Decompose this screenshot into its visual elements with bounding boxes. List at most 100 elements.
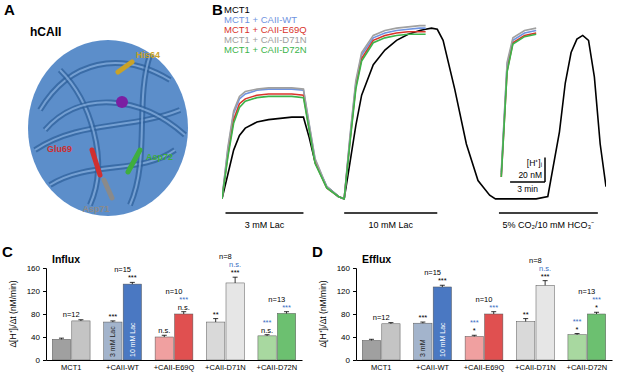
scale-bar-label: [H⁺]ᵢ bbox=[527, 158, 542, 168]
y-tick: 40 bbox=[31, 333, 46, 342]
panel-letter: D bbox=[312, 243, 323, 260]
x-tick: +CAII-E69Q bbox=[154, 360, 195, 372]
significance-label: n.s. bbox=[158, 326, 170, 335]
y-tick-mark bbox=[43, 291, 46, 292]
x-tick: +CAII-D72N bbox=[566, 360, 607, 372]
series-label: 10 mM Lac bbox=[129, 322, 136, 357]
bar bbox=[258, 336, 276, 360]
x-tick: MCT1 bbox=[371, 360, 391, 372]
y-tick-label: 80 bbox=[31, 310, 40, 319]
stimulus-label: 5% CO₂/10 mM HCO₃⁻ bbox=[503, 220, 595, 230]
protein-ribbon-highlight bbox=[60, 70, 98, 205]
y-tick-mark bbox=[43, 337, 46, 338]
annotations: ***3 mM Lacn.s.**n.s.******10 mM Lacn.s.… bbox=[63, 252, 291, 357]
residue-label: Asp72 bbox=[146, 152, 173, 162]
panel-letter: B bbox=[212, 1, 223, 18]
panel-d: DEffluxΔ[H⁺]ᵢ/Δt (nM/min)04080120160MCT1… bbox=[312, 243, 613, 372]
protein-ribbon bbox=[50, 150, 175, 185]
y-tick: 40 bbox=[341, 333, 356, 342]
stimulus-label: 10 mM Lac bbox=[368, 220, 413, 230]
n-label: n=12 bbox=[373, 313, 390, 322]
y-axis-line bbox=[43, 269, 47, 361]
y-tick: 80 bbox=[31, 310, 46, 319]
residue-stick bbox=[104, 180, 112, 198]
significance-label: *** bbox=[573, 317, 582, 326]
significance-label: ** bbox=[523, 310, 529, 319]
error-cap bbox=[369, 339, 374, 340]
trace bbox=[222, 34, 536, 199]
y-tick-mark bbox=[43, 360, 46, 361]
bar bbox=[207, 322, 225, 360]
significance-label: *** bbox=[179, 295, 188, 304]
x-axis: MCT1+CAII-WT+CAII-E69Q+CAII-D71N+CAII-D7… bbox=[47, 360, 303, 372]
y-tick-label: 160 bbox=[27, 264, 41, 273]
protein-ribbon-highlight bbox=[45, 102, 185, 135]
y-axis-title: Δ[H⁺]ᵢ/Δt (nM/min) bbox=[8, 280, 18, 347]
n-label: n=10 bbox=[476, 295, 493, 304]
significance-label: *** bbox=[282, 303, 291, 312]
y-tick-mark bbox=[353, 337, 356, 338]
significance-label: * bbox=[576, 325, 579, 334]
y-tick: 160 bbox=[27, 264, 46, 273]
scale-bar-y bbox=[544, 158, 546, 182]
n-label: n=13 bbox=[578, 287, 595, 296]
panel-c: CInfluxΔ[H⁺]ᵢ/Δt (nM/min)04080120160MCT1… bbox=[2, 243, 303, 372]
significance-label: *** bbox=[470, 318, 479, 327]
y-tick-label: 0 bbox=[36, 356, 41, 365]
trace bbox=[222, 26, 536, 199]
bar bbox=[52, 339, 70, 360]
significance-label: *** bbox=[108, 312, 117, 321]
bar bbox=[72, 321, 90, 360]
y-tick-mark bbox=[43, 268, 46, 269]
y-tick: 80 bbox=[341, 310, 356, 319]
trace bbox=[222, 28, 606, 199]
bar bbox=[175, 314, 193, 360]
bar bbox=[104, 322, 122, 360]
bar bbox=[277, 313, 295, 360]
y-tick-mark bbox=[43, 314, 46, 315]
x-tick-label: +CAII-E69Q bbox=[154, 363, 195, 372]
y-tick-mark bbox=[353, 360, 356, 361]
x-tick-label: MCT1 bbox=[371, 363, 391, 372]
y-tick-label: 120 bbox=[337, 287, 351, 296]
trace bbox=[222, 32, 536, 199]
x-tick: +CAII-E69Q bbox=[464, 360, 505, 372]
bar bbox=[123, 284, 141, 360]
bar-area bbox=[362, 281, 605, 360]
scale-bar-label: 20 nM bbox=[518, 170, 542, 180]
x-tick: +CAII-WT bbox=[106, 360, 140, 372]
y-tick-mark bbox=[353, 268, 356, 269]
significance-label: *** bbox=[231, 268, 240, 277]
y-tick-label: 40 bbox=[341, 333, 350, 342]
x-tick-label: +CAII-D71N bbox=[515, 363, 556, 372]
bar-area bbox=[52, 277, 295, 360]
x-axis-line bbox=[357, 360, 613, 361]
y-tick-label: 160 bbox=[337, 264, 351, 273]
bar bbox=[465, 336, 483, 360]
protein-ribbon-highlight bbox=[130, 55, 150, 205]
panel-letter: C bbox=[2, 243, 13, 260]
y-tick: 120 bbox=[337, 287, 356, 296]
structure-title: hCAII bbox=[30, 25, 61, 39]
y-tick-mark bbox=[353, 314, 356, 315]
n-label: n=15 bbox=[114, 265, 131, 274]
protein-body bbox=[28, 40, 188, 216]
stimulus-label: 3 mM Lac bbox=[245, 220, 285, 230]
significance-label: n.s. bbox=[261, 326, 273, 335]
series-label: 3 mM bbox=[419, 339, 426, 357]
x-tick: MCT1 bbox=[61, 360, 81, 372]
error-cap bbox=[59, 338, 64, 339]
scale-bar-label: 3 min bbox=[517, 184, 538, 194]
x-tick: +CAII-WT bbox=[416, 360, 450, 372]
series-label: 10 mM Lac bbox=[439, 322, 446, 357]
significance-label: * bbox=[595, 303, 598, 312]
stimulus-bar bbox=[344, 212, 437, 214]
stimulus-bar bbox=[499, 212, 598, 214]
annotations: ***3 mM*************10 mM Lac******n.s.*… bbox=[373, 256, 601, 357]
significance-label: *** bbox=[438, 276, 447, 285]
trace-area bbox=[222, 26, 606, 199]
residue-label: Glu69 bbox=[47, 144, 72, 154]
panel-a: AhCAIIHis64Glu69Asp72Asp71 bbox=[4, 1, 188, 216]
error-cap bbox=[78, 319, 83, 320]
x-axis-line bbox=[47, 360, 303, 361]
